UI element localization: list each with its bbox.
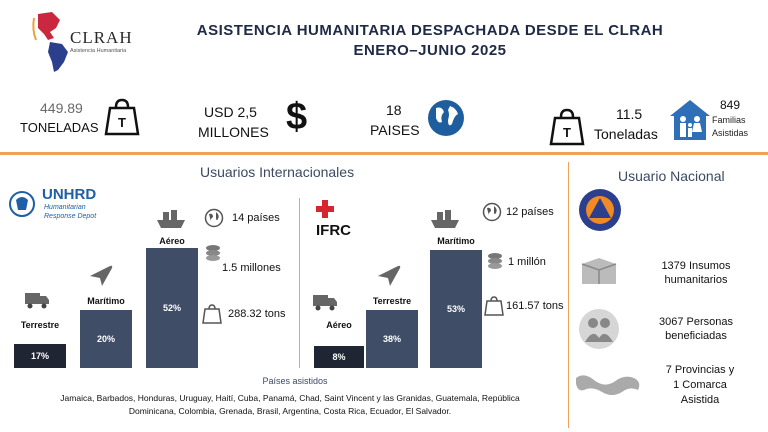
ifrc-logo: IFRC <box>314 198 364 240</box>
unhrd-bar-label: Terrestre <box>20 320 60 330</box>
supplies-box-icon <box>578 254 620 288</box>
families-value: 849 <box>720 98 741 112</box>
countries-icon <box>204 208 224 228</box>
family-icon <box>668 98 712 142</box>
truck-icon <box>24 290 50 310</box>
unhrd-sub1: Humanitarian <box>44 204 86 211</box>
ship-icon <box>156 208 186 230</box>
globe-icon <box>426 98 466 138</box>
prov-line2: 1 Comarca <box>673 379 727 391</box>
supplies-line2: humanitarios <box>664 274 728 286</box>
assisted-line2: Dominicana, Colombia, Grenada, Brasil, A… <box>128 406 452 416</box>
ifrc-money: 1 millón <box>508 256 546 268</box>
ifrc-bar: 8% <box>314 346 364 368</box>
vertical-divider-right <box>568 162 569 428</box>
logo-subtitle: Asistencia Humanitaria <box>70 48 127 54</box>
plane-icon <box>88 262 114 288</box>
civil-protection-logo <box>578 188 622 232</box>
unhrd-bar: 17% <box>14 344 66 368</box>
ifrc-countries: 12 países <box>506 206 554 218</box>
plane-icon <box>376 262 402 288</box>
truck-icon <box>312 292 338 312</box>
section-divider <box>0 152 768 155</box>
natl-tons-value: 11.5 <box>616 106 643 122</box>
vertical-divider <box>299 198 300 368</box>
countries-label: PAISES <box>370 122 420 138</box>
intl-section-title: Usuarios Internacionales <box>200 164 355 180</box>
red-cross-crescent-icon <box>316 200 350 218</box>
ifrc-bar-label: Aéreo <box>326 320 352 330</box>
unhrd-bar: 52% <box>146 248 198 368</box>
weight-small-icon <box>202 304 222 324</box>
unhrd-name: UNHRD <box>42 186 97 203</box>
people-icon <box>578 308 620 350</box>
natl-weight-icon: T <box>549 108 585 146</box>
wfp-wreath-icon <box>9 191 35 217</box>
ifrc-bar-label: Terrestre <box>372 296 412 306</box>
families-line1: Familias <box>712 115 746 125</box>
unhrd-countries: 14 países <box>232 212 280 224</box>
prov-line1: 7 Provincias y <box>665 364 735 376</box>
supplies-line1: 1379 Insumos <box>661 260 731 272</box>
unhrd-sub2: Response Depot <box>44 213 97 220</box>
coins-icon <box>486 252 504 270</box>
ifrc-bar-label: Marítimo <box>437 236 475 246</box>
svg-text:T: T <box>118 115 126 130</box>
unhrd-bar-label: Aéreo <box>159 236 185 246</box>
unhrd-money: 1.5 millones <box>222 262 281 274</box>
natl-tons-label: Toneladas <box>594 126 658 142</box>
natl-section-title: Usuario Nacional <box>618 168 725 184</box>
panama-map-icon <box>574 366 644 406</box>
tons-label: TONELADAS <box>20 120 99 135</box>
americas-map-icon <box>32 12 68 72</box>
weight-small-icon <box>484 296 504 316</box>
people-line1: 3067 Personas <box>659 316 733 328</box>
svg-text:T: T <box>563 125 571 140</box>
assisted-line1: Jamaica, Barbados, Honduras, Uruguay, Ha… <box>60 393 520 403</box>
ifrc-bar: 38% <box>366 310 418 368</box>
assisted-title: Países asistidos <box>262 376 328 386</box>
tons-value: 449.89 <box>40 100 83 116</box>
unhrd-tons: 288.32 tons <box>228 308 286 320</box>
weight-icon: T <box>104 98 140 136</box>
unhrd-logo: UNHRD Humanitarian Response Depot <box>8 186 128 226</box>
people-line2: beneficiadas <box>665 330 727 342</box>
families-line2: Asistidas <box>712 128 749 138</box>
unhrd-bar-label: Marítimo <box>87 296 125 306</box>
ifrc-bar: 53% <box>430 250 482 368</box>
usd-line2: MILLONES <box>198 124 269 140</box>
ifrc-chart: Aéreo 8% Terrestre 38% Marítimo 53% 12 p… <box>300 200 570 370</box>
usd-line1: USD 2,5 <box>204 104 257 120</box>
logo-text: CLRAH <box>70 28 133 47</box>
coins-icon <box>204 244 222 262</box>
ship-icon <box>430 208 460 230</box>
prov-line3: Asistida <box>680 394 720 406</box>
clrah-logo: CLRAH Asistencia Humanitaria <box>30 10 133 76</box>
countries-icon <box>482 202 502 222</box>
unhrd-chart: Terrestre 17% Marítimo 20% Aéreo 52% 14 … <box>0 200 300 370</box>
page-title-line2: ENERO–JUNIO 2025 <box>353 42 507 59</box>
countries-value: 18 <box>386 102 402 118</box>
dollar-icon: $ <box>286 96 308 138</box>
unhrd-bar: 20% <box>80 310 132 368</box>
ifrc-name: IFRC <box>316 222 351 239</box>
page-title-line1: ASISTENCIA HUMANITARIA DESPACHADA DESDE … <box>196 22 664 39</box>
ifrc-tons: 161.57 tons <box>506 300 564 312</box>
